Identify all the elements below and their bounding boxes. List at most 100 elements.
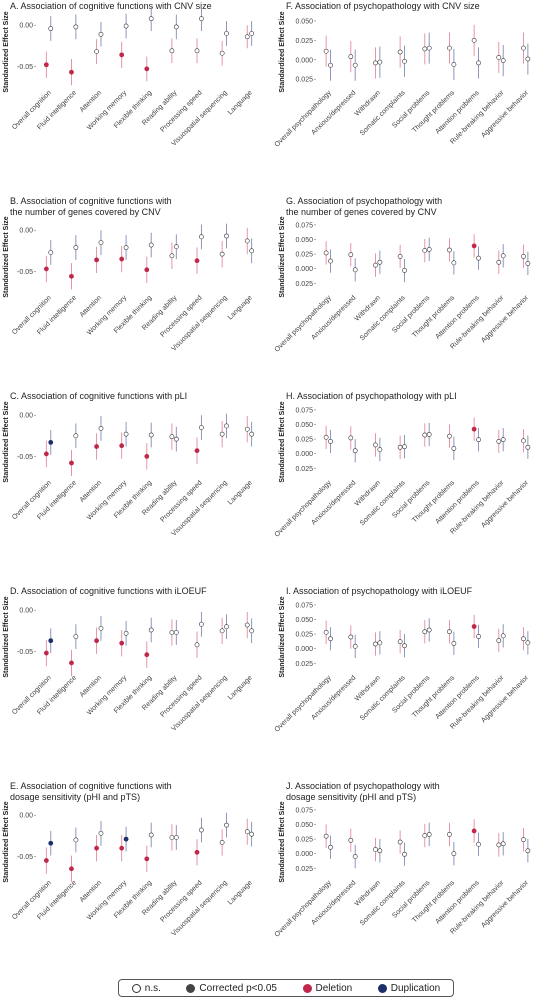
panel-c-deletion-point: [119, 443, 125, 449]
panel-d-duplication-point: [249, 628, 255, 634]
panel-a-duplication-point: [73, 24, 79, 30]
panel-j-duplication-point: [402, 851, 407, 857]
panel-h-title: H. Association of psychopathology with p…: [286, 391, 457, 401]
panel-a-xtick-label: Language: [227, 89, 254, 116]
panel-i-title: I. Association of psychopathology with i…: [286, 586, 473, 596]
panel-b-duplication-point: [98, 240, 104, 245]
panel-b-deletion-point: [119, 256, 125, 262]
panel-i-ylabel: Standardized Effect Size: [279, 596, 286, 677]
figure-canvas: A. Association of cognitive functions wi…: [3, 1, 531, 939]
panel-i-deletion-point: [471, 624, 477, 629]
panel-b-xtick-label: Attention: [79, 294, 104, 319]
panel-i-deletion-point: [496, 638, 502, 643]
panel-f-deletion-point: [373, 60, 378, 66]
panel-g-duplication-point: [476, 255, 481, 261]
panel-j-duplication-point: [525, 848, 531, 854]
panel-b-deletion-point: [94, 257, 99, 263]
panel-f-duplication-point: [328, 62, 333, 68]
panel-b-deletion-point: [69, 273, 74, 279]
panel-h-duplication-point: [525, 444, 531, 450]
panel-b-deletion-point: [144, 267, 150, 273]
panel-c-deletion-point: [144, 454, 150, 459]
panel-c-xtick-label: Attention: [79, 479, 104, 504]
panel-j-deletion-point: [496, 842, 502, 848]
panel-g-ylabel: Standardized Effect Size: [279, 216, 286, 297]
panel-f-xtick-label: Aggressive behavior: [480, 89, 530, 139]
panel-b-ylabel: Standardized Effect Size: [3, 216, 10, 297]
panel-g-duplication-point: [500, 253, 506, 259]
panel-j-duplication-point: [500, 841, 506, 847]
panel-a-deletion-point: [69, 69, 74, 75]
legend-item-ns: n.s.: [131, 983, 161, 994]
panel-g-xtick-label: Somatic complaints: [359, 294, 407, 342]
legend-corrected-marker: [186, 983, 196, 993]
panel-i-duplication-point: [451, 641, 457, 646]
panel-i-duplication-point: [500, 633, 506, 639]
panel-i-deletion-point: [422, 629, 428, 635]
panel-j-duplication-point: [328, 844, 333, 850]
panel-h-ylabel: Standardized Effect Size: [279, 401, 286, 482]
panel-h-duplication-point: [352, 448, 358, 454]
panel-i-duplication-point: [426, 627, 432, 633]
legend-item-corrected: Corrected p<0.05: [186, 983, 277, 994]
panel-a-deletion-point: [244, 34, 250, 40]
panel-i-xtick-label: Attention problems: [435, 674, 482, 721]
panel-f-deletion-point: [397, 49, 403, 55]
panel-a-ytick-label: 0.00: [19, 23, 33, 30]
panel-c-deletion-point: [219, 431, 225, 437]
panel-d-deletion-point: [43, 650, 49, 656]
panel-i-ytick-label: 0.025: [295, 632, 313, 639]
panel-c-duplication-point: [249, 431, 255, 437]
panel-i-ytick-label: 0.075: [295, 602, 313, 609]
panel-b-xtick-label: Language: [227, 294, 254, 321]
panel-j-ytick-label: 0.050: [295, 822, 313, 829]
panel-h-duplication-point: [426, 432, 432, 437]
panel-i-xtick-label: Somatic complaints: [359, 674, 407, 722]
panel-j-xtick-label: Thought problems: [411, 879, 456, 924]
panel-j-deletion-point: [397, 839, 403, 845]
panel-f-xtick-label: Attention problems: [435, 89, 482, 136]
panel-g-deletion-point: [373, 262, 378, 268]
panel-a-duplication-point: [173, 24, 179, 30]
panel-i: I. Association of psychopathology with i…: [274, 586, 531, 734]
panel-j-ytick-label: 0.025: [295, 837, 313, 844]
panel-i-duplication-point: [377, 640, 383, 646]
panel-a-xtick-label: Attention: [79, 89, 104, 114]
panel-h-deletion-point: [422, 432, 428, 438]
panel-f-deletion-point: [447, 45, 452, 51]
panel-f-duplication-point: [525, 56, 531, 62]
legend-item-deletion: Deletion: [302, 982, 353, 994]
panel-d-duplication-point: [173, 630, 179, 635]
legend-deletion-label: Deletion: [315, 982, 353, 994]
panel-d-ytick-label: -0.05: [17, 649, 33, 656]
panel-h-deletion-point: [496, 439, 502, 444]
panel-c-ylabel: Standardized Effect Size: [3, 401, 10, 482]
legend-ns-marker: [131, 983, 141, 993]
panel-b-deletion-point: [194, 258, 200, 264]
panel-a-deletion-point: [94, 49, 99, 54]
panel-e-title: E. Association of cognitive functions wi…: [10, 781, 172, 791]
panel-g-duplication-point: [525, 261, 531, 266]
panel-j-xtick-label: Anxious/depressed: [310, 879, 357, 926]
panel-h-ytick-label: 0.000: [295, 451, 313, 458]
panel-d-deletion-point: [219, 628, 225, 634]
panel-b-duplication-point: [123, 245, 129, 250]
panel-j-deletion-point: [471, 828, 477, 834]
panel-a-title: A. Association of cognitive functions wi…: [10, 1, 212, 11]
panel-a-deletion-point: [219, 50, 225, 56]
panel-c-duplication-point: [48, 440, 54, 445]
panel-e-subtitle: dosage sensitivity (pHI and pTS): [10, 792, 140, 802]
panel-e-deletion-point: [144, 856, 150, 862]
panel-g-deletion-point: [397, 254, 403, 259]
legend: n.s. Corrected p<0.05 Deletion Duplicati…: [118, 979, 454, 997]
panel-d-deletion-point: [69, 660, 74, 666]
panel-i-duplication-point: [328, 636, 333, 642]
panel-a-deletion-point: [169, 48, 175, 54]
panel-f-deletion-point: [471, 37, 477, 43]
panel-e-deletion-point: [43, 858, 49, 863]
panel-f-ytick-label: 0.000: [295, 57, 313, 64]
panel-d-duplication-point: [224, 624, 229, 630]
panel-c-duplication-point: [73, 433, 79, 439]
panel-f-duplication-point: [500, 58, 506, 63]
panel-j-deletion-point: [521, 837, 526, 843]
